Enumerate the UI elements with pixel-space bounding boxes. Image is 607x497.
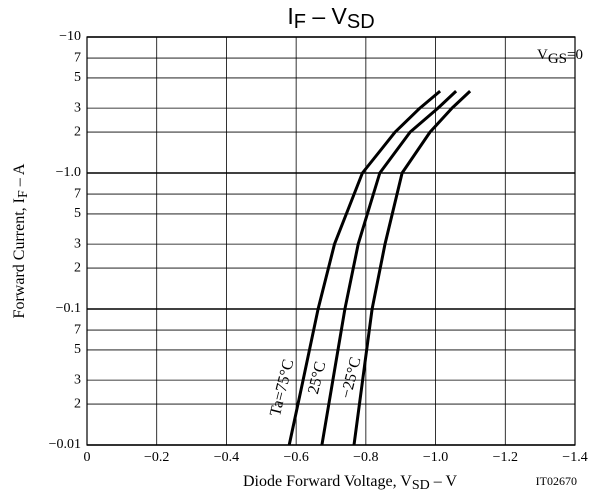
x-axis-label: Diode Forward Voltage, VSD – V [243, 473, 457, 494]
x-tick-label: −0.2 [144, 450, 169, 465]
y-tick-label: 5 [74, 342, 81, 357]
title-sub: F [294, 11, 306, 33]
label-sub: SD [412, 478, 430, 493]
curve [352, 90, 472, 446]
x-tick-label: −0.4 [214, 450, 239, 465]
title-part: I [287, 3, 293, 29]
y-tick-label: −10 [59, 29, 81, 44]
figure-code: IT02670 [536, 474, 577, 488]
y-tick-label: 3 [74, 372, 81, 387]
x-tick-label: −1.2 [493, 450, 518, 465]
x-tick-label: −0.8 [353, 450, 378, 465]
plot-frame [86, 36, 576, 446]
y-tick-label: 7 [74, 322, 81, 337]
label-sub: F [16, 190, 31, 198]
x-tick-label: −0.6 [283, 450, 308, 465]
y-tick-label: 3 [74, 236, 81, 251]
y-tick-label: −0.01 [49, 437, 81, 452]
label-part: Diode Forward Voltage, V [243, 473, 412, 490]
title-part: – V [306, 3, 348, 29]
label-part: – A [11, 163, 28, 190]
label-part: – V [430, 473, 458, 490]
y-tick-label: 2 [74, 396, 81, 411]
x-tick-label: −1.0 [423, 450, 448, 465]
y-tick-label: 2 [74, 260, 81, 275]
annot-sub: GS [548, 51, 567, 67]
y-tick-label: 7 [74, 50, 81, 65]
y-tick-label: −0.1 [56, 301, 81, 316]
y-tick-label: −1.0 [56, 165, 81, 180]
label-part: Forward Current, I [11, 198, 28, 318]
y-tick-label: 5 [74, 70, 81, 85]
curve [287, 89, 442, 446]
y-axis-label: Forward Current, IF – A [11, 163, 32, 318]
x-tick-label: −1.4 [562, 450, 587, 465]
y-tick-label: 3 [74, 100, 81, 115]
x-tick-label: 0 [84, 450, 91, 465]
y-tick-label: 2 [74, 124, 81, 139]
curve [320, 90, 458, 446]
y-tick-label: 7 [74, 186, 81, 201]
title-sub: SD [347, 11, 375, 33]
y-tick-label: 5 [74, 206, 81, 221]
annot-part: V [537, 47, 548, 63]
chart-title: IF – VSD [287, 3, 374, 33]
